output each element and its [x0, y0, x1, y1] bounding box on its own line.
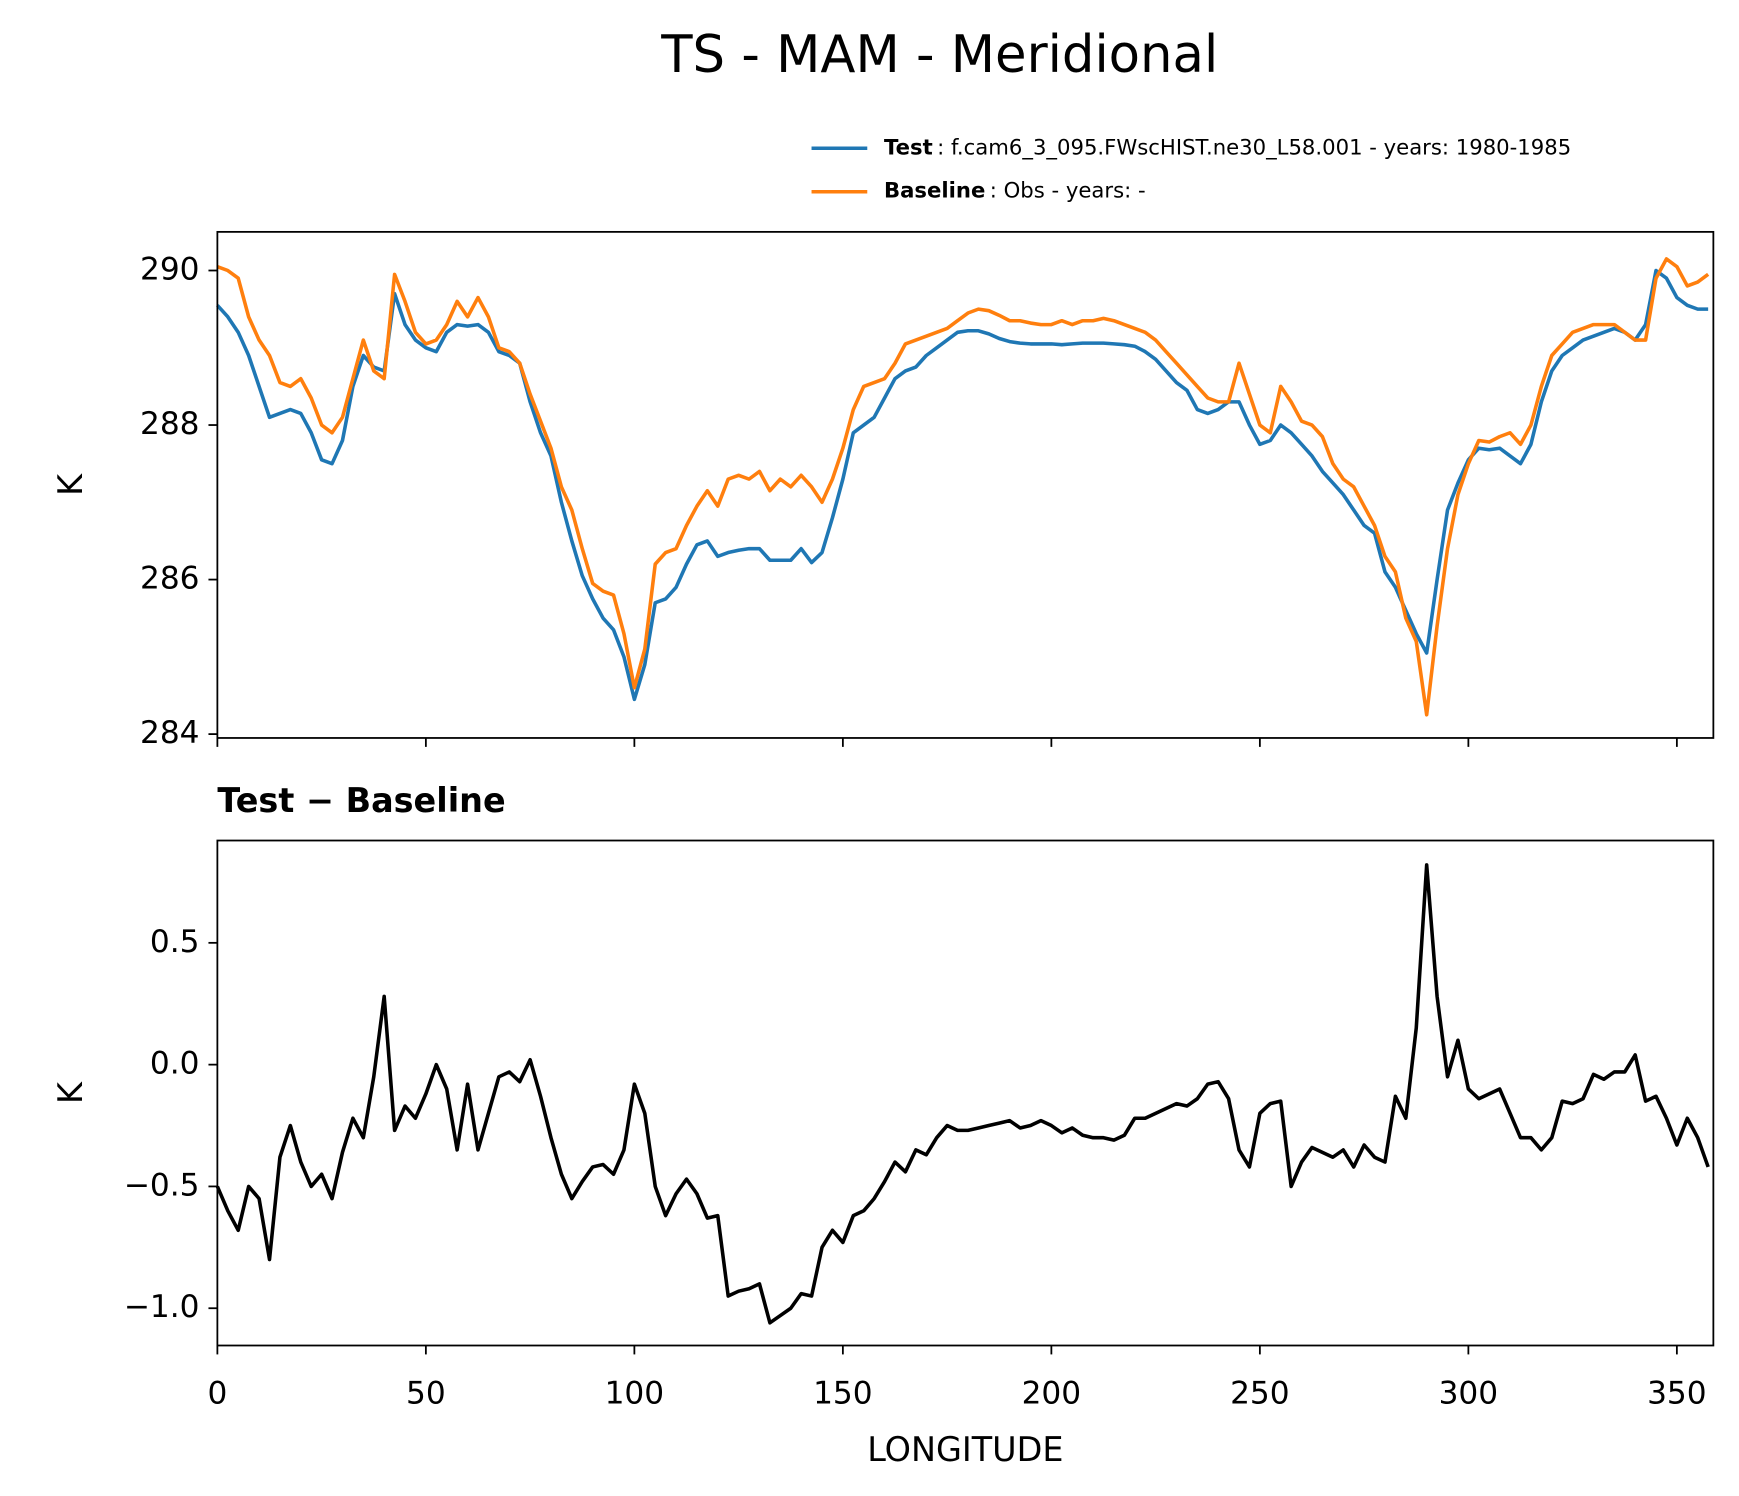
legend-entry: Baseline: Obs - years: -	[884, 178, 1146, 203]
figure-title: TS - MAM - Meridional	[660, 25, 1218, 85]
y-tick-label: −1.0	[124, 1289, 200, 1325]
y-tick-label: 288	[140, 406, 200, 442]
y-tick-label: 0.5	[150, 924, 200, 960]
x-axis-label: LONGITUDE	[867, 1430, 1063, 1469]
x-tick-label: 250	[1230, 1376, 1290, 1412]
x-tick-label: 300	[1439, 1376, 1499, 1412]
x-tick-label: 0	[207, 1376, 227, 1412]
legend-description: : Obs - years: -	[990, 178, 1146, 203]
x-tick-label: 350	[1647, 1376, 1707, 1412]
y-tick-label: 290	[140, 252, 200, 288]
axes-title: Test − Baseline	[217, 781, 505, 820]
legend-description: : f.cam6_3_095.FWscHIST.ne30_L58.001 - y…	[937, 134, 1571, 160]
data-line	[216, 268, 1709, 702]
data-line	[215, 863, 1710, 1325]
legend-name: Test	[884, 134, 933, 159]
legend-name: Baseline	[884, 178, 985, 203]
axes-frame	[216, 839, 1715, 1347]
x-tick-label: 200	[1022, 1376, 1082, 1412]
y-tick-label: 284	[140, 715, 200, 751]
axes-frame	[216, 230, 1715, 739]
y-tick-label: 0.0	[150, 1046, 200, 1082]
y-tick-label: 286	[140, 561, 200, 597]
y-tick-label: −0.5	[124, 1167, 200, 1203]
x-tick-label: 150	[813, 1376, 873, 1412]
legend-entry: Test: f.cam6_3_095.FWscHIST.ne30_L58.001…	[884, 134, 1571, 160]
x-tick-label: 100	[605, 1376, 665, 1412]
x-tick-label: 50	[406, 1376, 446, 1412]
data-line	[216, 257, 1710, 717]
y-axis-label: K	[51, 473, 90, 496]
y-axis-label: K	[51, 1081, 90, 1104]
